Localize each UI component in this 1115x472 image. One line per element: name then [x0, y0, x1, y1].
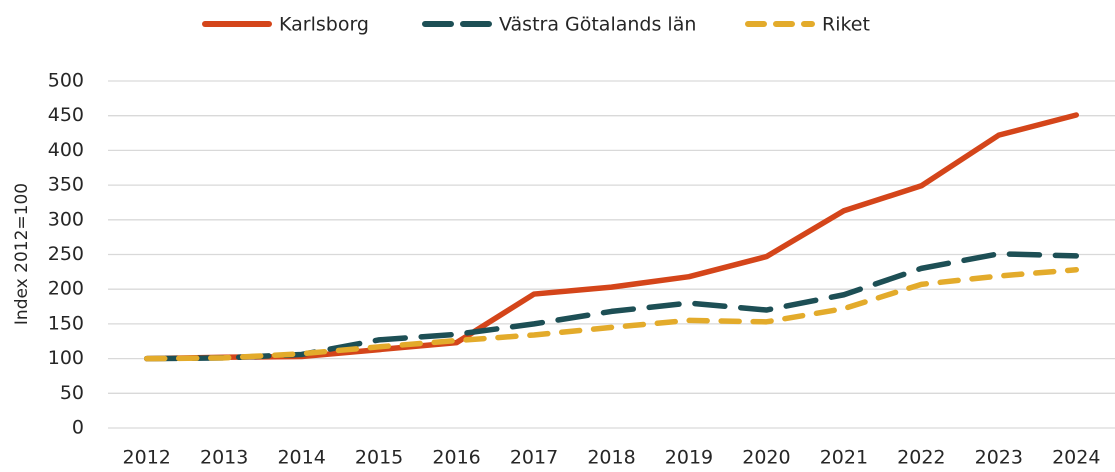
y-axis-label: Index 2012=100: [12, 183, 32, 325]
legend-label: Karlsborg: [279, 14, 369, 36]
x-tick-label: 2017: [510, 447, 558, 469]
x-tick-label: 2014: [277, 447, 325, 469]
y-tick-label: 0: [72, 417, 84, 439]
series-line: [143, 267, 1080, 362]
legend-label: Riket: [822, 14, 870, 36]
x-tick-label: 2024: [1052, 447, 1100, 469]
x-tick-label: 2022: [897, 447, 945, 469]
y-tick-label: 450: [48, 104, 84, 126]
y-tick-label: 400: [48, 139, 84, 161]
x-tick-label: 2021: [820, 447, 868, 469]
x-tick-label: 2023: [975, 447, 1023, 469]
x-tick-label: 2019: [665, 447, 713, 469]
y-tick-label: 350: [48, 174, 84, 196]
y-tick-label: 100: [48, 347, 84, 369]
y-tick-label: 200: [48, 278, 84, 300]
x-tick-label: 2015: [355, 447, 403, 469]
legend-label: Västra Götalands län: [499, 14, 696, 36]
y-tick-label: 150: [48, 312, 84, 334]
y-tick-label: 50: [60, 382, 84, 404]
y-tick-label: 500: [48, 70, 84, 92]
x-tick-label: 2016: [432, 447, 480, 469]
x-tick-label: 2013: [200, 447, 248, 469]
y-tick-label: 300: [48, 208, 84, 230]
x-tick-label: 2018: [587, 447, 635, 469]
series-line: [143, 251, 1080, 362]
x-tick-label: 2020: [742, 447, 790, 469]
series-line: [143, 112, 1080, 362]
x-tick-label: 2012: [123, 447, 171, 469]
y-tick-label: 250: [48, 243, 84, 265]
